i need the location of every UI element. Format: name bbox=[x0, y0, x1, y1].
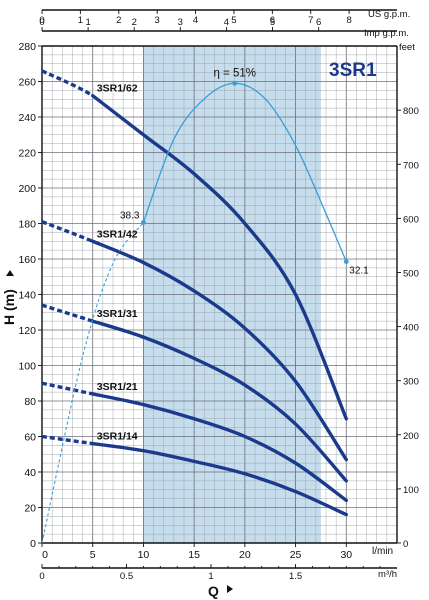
right-tick-label: 100 bbox=[403, 485, 419, 496]
top-us-tick-label: 7 bbox=[308, 15, 313, 26]
efficiency-curve-solid bbox=[142, 82, 347, 262]
curve-3SR1/62 bbox=[91, 94, 348, 421]
x-tick-label: 15 bbox=[188, 549, 200, 561]
x-tick-label: 5 bbox=[90, 549, 96, 561]
top-imp-tick-label: 0 bbox=[39, 17, 44, 28]
curve-label: 3SR1/21 bbox=[97, 381, 138, 393]
curve-labels: 3SR1/62 3SR1/42 3SR1/31 3SR1/21 3SR1/14 38.3 η… bbox=[97, 67, 369, 442]
curve-label: 3SR1/42 bbox=[97, 228, 138, 240]
efficiency-marker bbox=[343, 259, 349, 264]
right-tick-label: 800 bbox=[403, 106, 419, 117]
curve-3SR1/21 bbox=[91, 392, 348, 503]
bottom-secondary-tick-label: 0 bbox=[39, 571, 44, 582]
efficiency-label-left: 38.3 bbox=[120, 210, 140, 221]
y-tick-label: 60 bbox=[24, 432, 36, 444]
y-tick-label: 140 bbox=[18, 290, 36, 302]
axes bbox=[41, 9, 398, 569]
top-imp-tick-label: 5 bbox=[270, 17, 275, 28]
y-tick-label: 100 bbox=[18, 361, 36, 373]
bottom-secondary-unit: m³/h bbox=[378, 569, 397, 580]
top-us-unit: US g.p.m. bbox=[368, 9, 410, 20]
efficiency-curve-dashed bbox=[41, 222, 144, 544]
curve-dashed-3SR1/42 bbox=[41, 220, 94, 243]
x-tick-label: 25 bbox=[290, 549, 302, 561]
bottom-secondary-tick-label: 1 bbox=[208, 571, 213, 582]
x-axis-title: Q bbox=[208, 583, 219, 599]
x-axis-unit: l/min bbox=[372, 546, 393, 557]
efficiency-marker bbox=[232, 80, 238, 86]
top-imp-unit: Imp g.p.m. bbox=[364, 28, 409, 39]
y-tick-label: 280 bbox=[18, 41, 36, 53]
top-us-tick-label: 3 bbox=[155, 15, 160, 26]
efficiency-label-right: 32.1 bbox=[349, 266, 369, 277]
right-axis-unit: feet bbox=[399, 42, 415, 53]
curve-dashed-3SR1/62 bbox=[41, 69, 94, 98]
curve-label: 3SR1/14 bbox=[97, 431, 138, 443]
right-tick-label: 0 bbox=[403, 539, 408, 550]
tick-labels: 0204060801001201401601802002202402602800… bbox=[18, 10, 419, 582]
curve-3SR1/14 bbox=[91, 441, 348, 517]
right-tick-label: 400 bbox=[403, 323, 419, 334]
curve-dashed-3SR1/21 bbox=[41, 381, 94, 396]
efficiency-peak-label: η = 51% bbox=[213, 67, 256, 79]
x-tick-label: 30 bbox=[340, 549, 352, 561]
right-tick-label: 200 bbox=[403, 431, 419, 442]
right-tick-label: 700 bbox=[403, 160, 419, 171]
x-tick-label: 0 bbox=[42, 549, 48, 561]
curve-dashed-3SR1/31 bbox=[41, 303, 94, 323]
x-tick-label: 10 bbox=[138, 549, 150, 561]
y-tick-label: 160 bbox=[18, 254, 36, 266]
y-tick-label: 80 bbox=[24, 396, 36, 408]
chart-title: 3SR1 bbox=[329, 60, 377, 81]
x-tick-label: 20 bbox=[239, 549, 251, 561]
y-tick-label: 40 bbox=[24, 467, 36, 479]
curve-dashed-3SR1/14 bbox=[41, 434, 93, 446]
bottom-secondary-tick-label: 0.5 bbox=[120, 571, 133, 582]
y-axis-arrow-icon bbox=[6, 270, 14, 276]
y-tick-label: 180 bbox=[18, 219, 36, 231]
top-imp-tick-label: 6 bbox=[316, 17, 321, 28]
top-imp-tick-label: 1 bbox=[85, 17, 90, 28]
efficiency-marker bbox=[141, 220, 146, 225]
y-tick-label: 120 bbox=[18, 325, 36, 337]
y-tick-label: 240 bbox=[18, 112, 36, 124]
curve-label: 3SR1/62 bbox=[97, 83, 138, 95]
y-axis-title: H (m) bbox=[1, 289, 17, 325]
top-us-tick-label: 1 bbox=[78, 15, 83, 26]
top-imp-tick-label: 2 bbox=[132, 17, 137, 28]
y-tick-label: 260 bbox=[18, 77, 36, 89]
top-us-tick-label: 6 bbox=[270, 15, 275, 26]
bottom-secondary-tick-label: 1.5 bbox=[289, 571, 302, 582]
x-axis-arrow-icon bbox=[227, 585, 233, 593]
curve-3SR1/31 bbox=[91, 319, 348, 483]
right-tick-label: 500 bbox=[403, 268, 419, 279]
curve-label: 3SR1/31 bbox=[97, 308, 138, 320]
y-tick-label: 0 bbox=[30, 538, 36, 550]
top-imp-tick-label: 3 bbox=[178, 17, 183, 28]
efficiency-curve bbox=[41, 80, 349, 544]
top-us-tick-label: 5 bbox=[231, 15, 236, 26]
top-imp-tick-label: 4 bbox=[224, 17, 229, 28]
curve-3SR1/42 bbox=[91, 239, 348, 462]
y-tick-label: 200 bbox=[18, 183, 36, 195]
top-us-tick-label: 4 bbox=[193, 15, 198, 26]
right-tick-label: 300 bbox=[403, 377, 419, 388]
right-tick-label: 600 bbox=[403, 214, 419, 225]
top-us-tick-label: 2 bbox=[116, 15, 121, 26]
y-tick-label: 20 bbox=[24, 503, 36, 515]
top-us-tick-label: 8 bbox=[346, 15, 351, 26]
head-curves bbox=[41, 69, 348, 517]
top-us-tick-label: 0 bbox=[39, 15, 44, 26]
y-tick-label: 220 bbox=[18, 148, 36, 160]
